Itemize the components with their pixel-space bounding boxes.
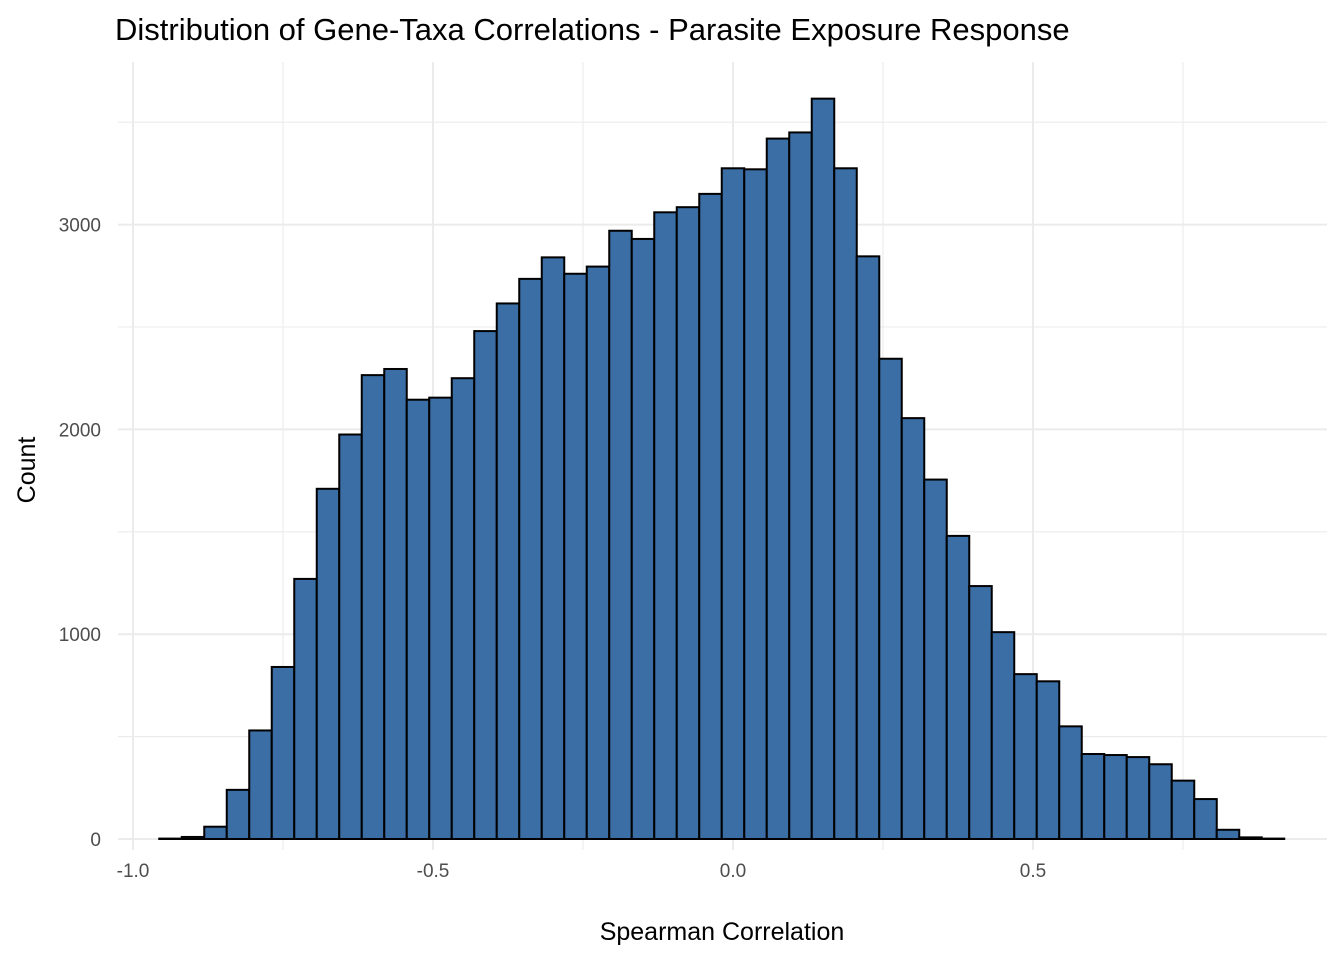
histogram-bar: [878, 357, 903, 840]
histogram-bar: [900, 417, 926, 840]
histogram-bar: [720, 167, 746, 840]
histogram-bar: [1125, 756, 1151, 841]
x-tick-label: -0.5: [417, 861, 450, 882]
histogram-bar: [743, 168, 768, 840]
histogram-bar: [563, 272, 588, 840]
x-tick-label: 0.0: [720, 861, 746, 882]
histogram-bar: [540, 256, 566, 841]
y-tick-label: 2000: [59, 420, 101, 441]
histogram-bar: [293, 577, 318, 840]
histogram-bar: [518, 277, 543, 840]
histogram-bar: [788, 131, 813, 840]
histogram-bar: [630, 237, 656, 841]
histogram-bar: [248, 729, 273, 840]
histogram-bar: [1013, 673, 1038, 840]
y-tick-label: 0: [90, 830, 101, 851]
histogram-bar: [608, 229, 633, 840]
x-tick-label: -1.0: [117, 861, 150, 882]
axis-tick-labels: -1.0 -0.5 0.0 0.5 0 1000 2000 3000: [59, 216, 1046, 882]
histogram-bar: [585, 265, 611, 841]
histogram-bar: [675, 206, 701, 840]
histogram-bar: [945, 534, 971, 840]
histogram-bar: [1080, 753, 1106, 840]
x-axis-title: Spearman Correlation: [600, 918, 845, 946]
histogram-bar: [1103, 754, 1128, 840]
y-axis-title: Count: [13, 437, 41, 504]
histogram-bar: [1215, 828, 1241, 840]
histogram-bar: [990, 631, 1016, 840]
histogram-bar: [698, 192, 723, 840]
histogram-bar: [473, 330, 498, 840]
histogram-bar: [450, 377, 476, 840]
histogram-bar: [270, 665, 296, 841]
histogram-bar: [765, 137, 791, 841]
histogram-bar: [810, 97, 836, 840]
x-tick-label: 0.5: [1020, 861, 1046, 882]
histogram-bar: [360, 374, 386, 840]
histogram-bar: [923, 478, 948, 840]
histogram-bar: [225, 788, 251, 841]
histogram-bar: [1058, 725, 1083, 840]
histogram-bar: [855, 255, 881, 840]
histogram-bar: [653, 211, 678, 840]
histogram-bar: [495, 302, 521, 840]
histogram-bars: [158, 97, 1286, 841]
histogram-bar: [1238, 836, 1263, 840]
histogram-bar: [405, 398, 431, 840]
histogram-bar: [203, 825, 228, 840]
histogram-bar: [1193, 798, 1218, 841]
histogram-bar: [833, 167, 858, 840]
y-tick-label: 3000: [59, 216, 101, 237]
histogram-bar: [315, 487, 341, 840]
histogram-bar: [383, 367, 408, 840]
histogram-bar: [1148, 763, 1173, 840]
histogram-bar: [1035, 680, 1061, 841]
histogram-bar: [338, 433, 363, 840]
histogram-bar: [1170, 779, 1196, 841]
histogram-bar: [428, 396, 453, 840]
y-tick-label: 1000: [59, 625, 101, 646]
chart-title: Distribution of Gene-Taxa Correlations -…: [115, 12, 1070, 47]
histogram-bar: [968, 585, 993, 841]
histogram-bar: [180, 835, 206, 841]
